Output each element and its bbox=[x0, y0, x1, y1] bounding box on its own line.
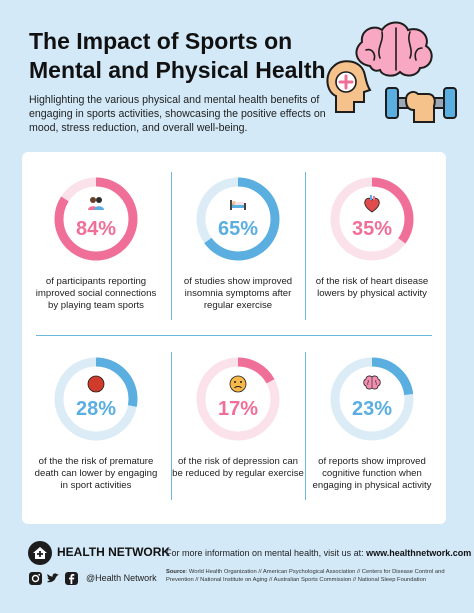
team-people-icon bbox=[88, 197, 104, 210]
divider-vertical-3 bbox=[171, 352, 172, 500]
stat-description: of the risk of heart disease lowers by p… bbox=[315, 276, 429, 299]
heart-organ-icon bbox=[364, 195, 380, 213]
stat-ring bbox=[196, 177, 280, 261]
hero-dumbbell-icon bbox=[385, 87, 457, 123]
stat-value: 84% bbox=[75, 218, 117, 240]
stat-description: of reports show improved cognitive funct… bbox=[312, 456, 432, 491]
red-circle-icon bbox=[87, 375, 105, 393]
divider-vertical-4 bbox=[305, 352, 306, 500]
facebook-icon[interactable] bbox=[64, 571, 79, 586]
source-citation: Source: World Health Organization // Ame… bbox=[166, 568, 451, 584]
source-label: Source bbox=[166, 569, 186, 575]
more-info-text: For more information on mental health, v… bbox=[166, 548, 471, 558]
stat-ring bbox=[196, 357, 280, 441]
twitter-icon[interactable] bbox=[46, 571, 61, 586]
title-line-2: Mental and Physical Health bbox=[29, 57, 326, 83]
health-network-logo-icon bbox=[28, 541, 52, 565]
brain-head-dumbbell-illustration bbox=[326, 21, 457, 123]
stat-value: 28% bbox=[75, 398, 117, 420]
source-text: : World Health Organization // American … bbox=[166, 569, 445, 583]
stat-ring bbox=[330, 177, 414, 261]
instagram-icon[interactable] bbox=[28, 571, 43, 586]
brand-name: HEALTH NETWORK bbox=[57, 545, 171, 559]
stat-value: 65% bbox=[217, 218, 259, 240]
sad-face-icon bbox=[229, 375, 247, 393]
stats-card: 84% of participants reporting improved s… bbox=[22, 152, 446, 524]
page-title: The Impact of Sports on Mental and Physi… bbox=[29, 27, 329, 85]
stat-ring bbox=[54, 357, 138, 441]
stat-description: of participants reporting improved socia… bbox=[35, 276, 157, 311]
social-links bbox=[28, 571, 79, 587]
title-line-1: The Impact of Sports on bbox=[29, 28, 293, 54]
divider-vertical-1 bbox=[171, 172, 172, 320]
more-info-prefix: For more information on mental health, v… bbox=[166, 548, 367, 558]
social-handle: @Health Network bbox=[86, 573, 157, 583]
divider-horizontal bbox=[36, 335, 432, 336]
stat-description: of the the risk of premature death can l… bbox=[34, 456, 158, 491]
stat-description: of studies show improved insomnia sympto… bbox=[183, 276, 293, 311]
stat-value: 17% bbox=[217, 398, 259, 420]
page-subtitle: Highlighting the various physical and me… bbox=[29, 94, 326, 134]
website-link[interactable]: www.healthnetwork.com bbox=[366, 548, 472, 558]
stat-value: 35% bbox=[351, 218, 393, 240]
sleeping-bed-icon bbox=[230, 200, 246, 210]
hero-brain-icon bbox=[355, 21, 433, 77]
brain-icon bbox=[363, 375, 381, 390]
divider-vertical-2 bbox=[305, 172, 306, 320]
hero-head-icon bbox=[326, 60, 372, 113]
stat-ring bbox=[54, 177, 138, 261]
stat-ring bbox=[330, 357, 414, 441]
stat-description: of the risk of depression can be reduced… bbox=[172, 456, 304, 479]
stat-value: 23% bbox=[351, 398, 393, 420]
